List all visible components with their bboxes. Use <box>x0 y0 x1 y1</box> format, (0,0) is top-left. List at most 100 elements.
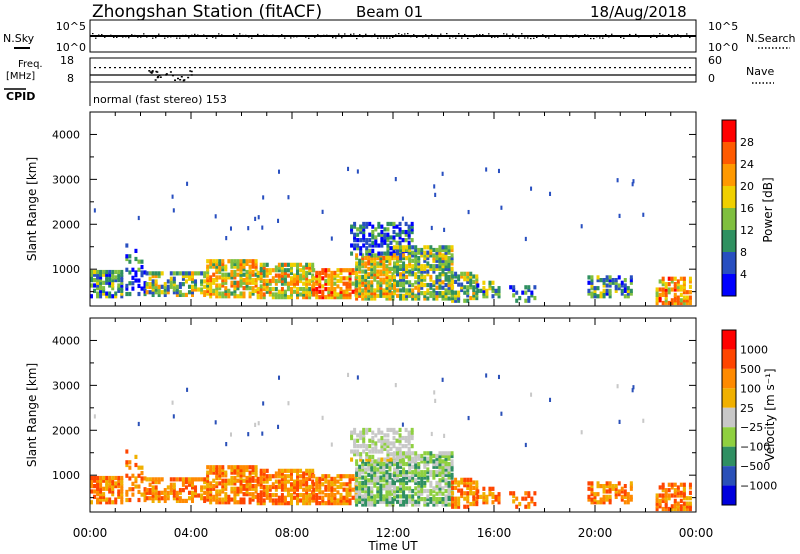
velocity-cell <box>593 497 597 502</box>
velocity-cell <box>393 475 396 480</box>
power-cell <box>423 291 427 296</box>
velocity-cell <box>289 492 293 498</box>
velocity-cell <box>242 465 246 470</box>
power-cell <box>333 281 337 286</box>
velocity-cell <box>305 482 309 487</box>
power-cell <box>336 292 340 297</box>
velocity-cell <box>315 487 319 492</box>
power-cell <box>233 272 237 277</box>
power-cell <box>368 248 372 254</box>
power-cell <box>380 240 384 245</box>
power-cell <box>315 270 319 276</box>
nsearch-point <box>587 34 589 36</box>
power-cell <box>355 291 359 296</box>
power-cell <box>225 235 228 241</box>
power-cell <box>688 279 692 284</box>
power-cell <box>111 269 115 275</box>
power-cell <box>423 253 427 258</box>
power-cell <box>497 286 501 291</box>
power-cell <box>120 277 124 283</box>
velocity-cell <box>530 392 533 397</box>
power-cell <box>399 272 403 277</box>
power-cell <box>391 296 395 301</box>
power-cell <box>361 258 365 263</box>
velocity-cell <box>423 459 427 464</box>
velocity-cell <box>616 384 619 389</box>
velocity-cell <box>236 500 240 505</box>
velocity-cell <box>399 502 403 507</box>
power-cell <box>350 229 354 235</box>
velocity-cell <box>393 461 396 467</box>
velocity-cell <box>385 464 389 469</box>
power-cell <box>239 272 243 277</box>
power-cell <box>365 246 369 251</box>
velocity-cell <box>277 424 280 429</box>
power-cell <box>181 273 185 279</box>
velocity-cell <box>148 496 152 501</box>
velocity-cell <box>450 475 454 480</box>
velocity-cell <box>312 498 316 503</box>
power-cell <box>361 253 365 258</box>
velocity-cell <box>302 474 306 479</box>
velocity-cell <box>370 464 374 469</box>
power-cell <box>463 285 467 290</box>
velocity-cell <box>364 499 368 504</box>
power-cell <box>209 294 213 299</box>
freq-dip-point <box>180 76 183 78</box>
colorbar-frame <box>721 119 737 297</box>
power-cell <box>236 267 240 272</box>
power-cell <box>245 261 249 267</box>
power-cell <box>347 166 350 172</box>
power-cell <box>623 283 627 288</box>
power-cell <box>393 253 396 258</box>
power-cell <box>342 289 346 294</box>
power-cell <box>230 259 234 264</box>
velocity-cell <box>450 472 454 477</box>
nsearch-point <box>449 37 451 39</box>
nsearch-point <box>626 35 628 37</box>
power-cell <box>233 291 237 296</box>
velocity-cell <box>342 501 346 506</box>
velocity-cell <box>209 500 213 505</box>
freq-point <box>134 67 136 69</box>
power-cell <box>682 276 686 281</box>
velocity-cell <box>482 486 486 491</box>
power-cell <box>233 264 237 269</box>
velocity-cell <box>376 470 380 475</box>
power-cell <box>385 269 389 274</box>
velocity-cell <box>239 486 243 491</box>
velocity-cell <box>376 491 380 496</box>
power-cell <box>396 272 400 277</box>
velocity-cell <box>215 467 219 473</box>
velocity-cell <box>515 496 519 501</box>
velocity-cell <box>420 488 424 494</box>
power-cell <box>664 300 668 306</box>
power-cell <box>296 276 300 281</box>
power-cell <box>408 293 412 298</box>
power-cell <box>388 261 392 266</box>
power-cell <box>229 226 232 231</box>
power-cell <box>302 295 306 300</box>
velocity-cell <box>355 494 359 499</box>
velocity-cell <box>450 451 454 456</box>
power-cell <box>426 245 430 250</box>
power-cell <box>137 283 141 289</box>
power-cell <box>408 247 412 253</box>
velocity-cell <box>327 474 331 479</box>
velocity-cell <box>623 483 627 489</box>
power-cell <box>386 232 390 237</box>
velocity-cell <box>283 484 287 490</box>
power-cell <box>353 224 357 229</box>
velocity-cell <box>402 475 406 480</box>
velocity-cell <box>435 470 439 475</box>
velocity-cell <box>590 500 594 505</box>
freq-point <box>514 67 516 69</box>
power-cell <box>497 294 501 299</box>
power-cell <box>472 285 476 290</box>
power-cell <box>392 229 396 235</box>
freq-tick-top: 18 <box>60 54 74 67</box>
velocity-cell <box>382 464 386 469</box>
velocity-cell <box>393 459 396 464</box>
velocity-cell <box>396 456 400 461</box>
velocity-cell <box>377 438 381 443</box>
